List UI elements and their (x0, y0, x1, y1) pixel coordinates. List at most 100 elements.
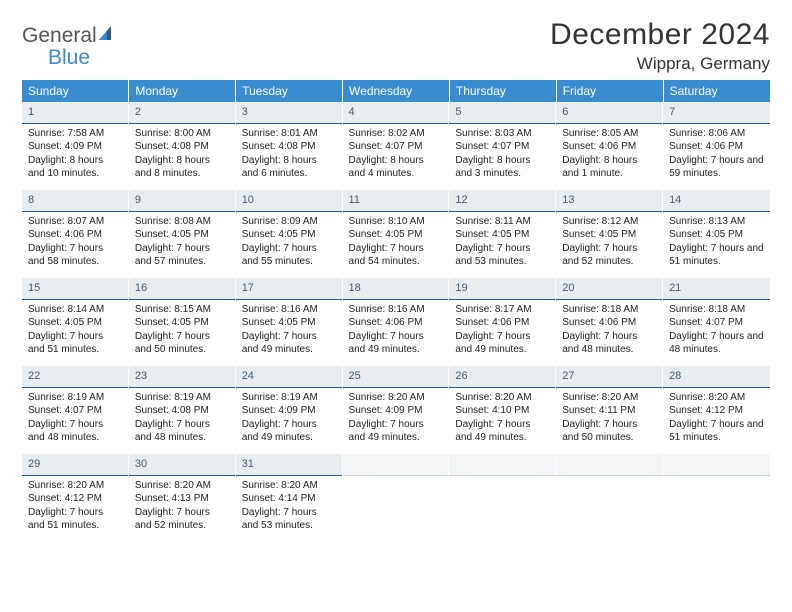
sunrise-text: Sunrise: 8:01 AM (242, 127, 336, 141)
day-data: Sunrise: 8:06 AMSunset: 4:06 PMDaylight:… (663, 124, 770, 183)
day-number: 6 (556, 102, 662, 124)
day-cell: 11Sunrise: 8:10 AMSunset: 4:05 PMDayligh… (343, 190, 450, 278)
daylight-text: Daylight: 7 hours and 59 minutes. (669, 154, 764, 181)
daylight-text: Daylight: 7 hours and 51 minutes. (669, 418, 764, 445)
daylight-text: Daylight: 7 hours and 51 minutes. (28, 330, 122, 357)
day-cell: 3Sunrise: 8:01 AMSunset: 4:08 PMDaylight… (236, 102, 343, 190)
sunset-text: Sunset: 4:13 PM (135, 492, 229, 506)
day-number: 16 (129, 278, 235, 300)
day-data: Sunrise: 8:16 AMSunset: 4:05 PMDaylight:… (236, 300, 342, 359)
daylight-text: Daylight: 7 hours and 52 minutes. (135, 506, 229, 533)
day-data: Sunrise: 8:14 AMSunset: 4:05 PMDaylight:… (22, 300, 128, 359)
daylight-text: Daylight: 7 hours and 54 minutes. (349, 242, 443, 269)
daylight-text: Daylight: 7 hours and 48 minutes. (562, 330, 656, 357)
day-number: 13 (556, 190, 662, 212)
sunrise-text: Sunrise: 8:16 AM (242, 303, 336, 317)
day-data: Sunrise: 8:05 AMSunset: 4:06 PMDaylight:… (556, 124, 662, 183)
sunset-text: Sunset: 4:14 PM (242, 492, 336, 506)
sunrise-text: Sunrise: 8:20 AM (28, 479, 122, 493)
daylight-text: Daylight: 7 hours and 49 minutes. (349, 330, 443, 357)
day-cell: 15Sunrise: 8:14 AMSunset: 4:05 PMDayligh… (22, 278, 129, 366)
day-cell: 2Sunrise: 8:00 AMSunset: 4:08 PMDaylight… (129, 102, 236, 190)
day-data: Sunrise: 8:20 AMSunset: 4:14 PMDaylight:… (236, 476, 342, 535)
sunrise-text: Sunrise: 8:00 AM (135, 127, 229, 141)
day-number: 21 (663, 278, 770, 300)
sunset-text: Sunset: 4:08 PM (135, 404, 229, 418)
day-data: Sunrise: 8:19 AMSunset: 4:08 PMDaylight:… (129, 388, 235, 447)
day-cell: 24Sunrise: 8:19 AMSunset: 4:09 PMDayligh… (236, 366, 343, 454)
sunrise-text: Sunrise: 8:20 AM (135, 479, 229, 493)
day-data: Sunrise: 8:20 AMSunset: 4:11 PMDaylight:… (556, 388, 662, 447)
daylight-text: Daylight: 8 hours and 6 minutes. (242, 154, 336, 181)
day-number: 30 (129, 454, 235, 476)
sunrise-text: Sunrise: 8:19 AM (242, 391, 336, 405)
day-number: 18 (343, 278, 449, 300)
weekday-header: Saturday (663, 80, 770, 102)
daylight-text: Daylight: 7 hours and 58 minutes. (28, 242, 122, 269)
sunset-text: Sunset: 4:06 PM (455, 316, 549, 330)
empty-cell (663, 454, 770, 542)
day-number: 23 (129, 366, 235, 388)
day-data: Sunrise: 8:19 AMSunset: 4:09 PMDaylight:… (236, 388, 342, 447)
calendar-row: 8Sunrise: 8:07 AMSunset: 4:06 PMDaylight… (22, 190, 770, 278)
daylight-text: Daylight: 7 hours and 51 minutes. (669, 242, 764, 269)
day-cell: 31Sunrise: 8:20 AMSunset: 4:14 PMDayligh… (236, 454, 343, 542)
weekday-header: Tuesday (236, 80, 343, 102)
day-data: Sunrise: 8:18 AMSunset: 4:07 PMDaylight:… (663, 300, 770, 359)
day-cell: 22Sunrise: 8:19 AMSunset: 4:07 PMDayligh… (22, 366, 129, 454)
daylight-text: Daylight: 7 hours and 51 minutes. (28, 506, 122, 533)
calendar-row: 1Sunrise: 7:58 AMSunset: 4:09 PMDaylight… (22, 102, 770, 190)
sunrise-text: Sunrise: 8:05 AM (562, 127, 656, 141)
day-cell: 8Sunrise: 8:07 AMSunset: 4:06 PMDaylight… (22, 190, 129, 278)
day-cell: 4Sunrise: 8:02 AMSunset: 4:07 PMDaylight… (343, 102, 450, 190)
day-data: Sunrise: 8:02 AMSunset: 4:07 PMDaylight:… (343, 124, 449, 183)
day-number (449, 454, 555, 476)
sunset-text: Sunset: 4:05 PM (135, 316, 229, 330)
sunset-text: Sunset: 4:05 PM (349, 228, 443, 242)
day-number: 17 (236, 278, 342, 300)
sunset-text: Sunset: 4:07 PM (669, 316, 764, 330)
day-data: Sunrise: 8:20 AMSunset: 4:09 PMDaylight:… (343, 388, 449, 447)
sunset-text: Sunset: 4:12 PM (28, 492, 122, 506)
sunset-text: Sunset: 4:12 PM (669, 404, 764, 418)
daylight-text: Daylight: 7 hours and 53 minutes. (455, 242, 549, 269)
empty-cell (556, 454, 663, 542)
empty-cell (343, 454, 450, 542)
sunset-text: Sunset: 4:07 PM (349, 140, 443, 154)
sunset-text: Sunset: 4:05 PM (28, 316, 122, 330)
day-number: 28 (663, 366, 770, 388)
day-number: 9 (129, 190, 235, 212)
empty-cell (449, 454, 556, 542)
sunrise-text: Sunrise: 8:20 AM (349, 391, 443, 405)
day-number: 27 (556, 366, 662, 388)
sunrise-text: Sunrise: 8:20 AM (562, 391, 656, 405)
sunrise-text: Sunrise: 8:10 AM (349, 215, 443, 229)
day-number: 4 (343, 102, 449, 124)
sunrise-text: Sunrise: 8:13 AM (669, 215, 764, 229)
calendar-body: 1Sunrise: 7:58 AMSunset: 4:09 PMDaylight… (22, 102, 770, 542)
calendar-row: 22Sunrise: 8:19 AMSunset: 4:07 PMDayligh… (22, 366, 770, 454)
sunrise-text: Sunrise: 8:20 AM (455, 391, 549, 405)
day-number: 25 (343, 366, 449, 388)
day-number: 31 (236, 454, 342, 476)
daylight-text: Daylight: 7 hours and 49 minutes. (242, 330, 336, 357)
weekday-header-row: SundayMondayTuesdayWednesdayThursdayFrid… (22, 80, 770, 102)
sunrise-text: Sunrise: 8:06 AM (669, 127, 764, 141)
sunrise-text: Sunrise: 8:09 AM (242, 215, 336, 229)
day-cell: 26Sunrise: 8:20 AMSunset: 4:10 PMDayligh… (449, 366, 556, 454)
day-cell: 28Sunrise: 8:20 AMSunset: 4:12 PMDayligh… (663, 366, 770, 454)
sunset-text: Sunset: 4:06 PM (28, 228, 122, 242)
daylight-text: Daylight: 8 hours and 8 minutes. (135, 154, 229, 181)
day-cell: 13Sunrise: 8:12 AMSunset: 4:05 PMDayligh… (556, 190, 663, 278)
day-data: Sunrise: 8:16 AMSunset: 4:06 PMDaylight:… (343, 300, 449, 359)
daylight-text: Daylight: 7 hours and 49 minutes. (349, 418, 443, 445)
sunset-text: Sunset: 4:09 PM (349, 404, 443, 418)
daylight-text: Daylight: 7 hours and 48 minutes. (135, 418, 229, 445)
day-number: 14 (663, 190, 770, 212)
day-number: 12 (449, 190, 555, 212)
weekday-header: Friday (556, 80, 663, 102)
sunset-text: Sunset: 4:05 PM (135, 228, 229, 242)
day-cell: 29Sunrise: 8:20 AMSunset: 4:12 PMDayligh… (22, 454, 129, 542)
sunset-text: Sunset: 4:07 PM (28, 404, 122, 418)
weekday-header: Monday (129, 80, 236, 102)
